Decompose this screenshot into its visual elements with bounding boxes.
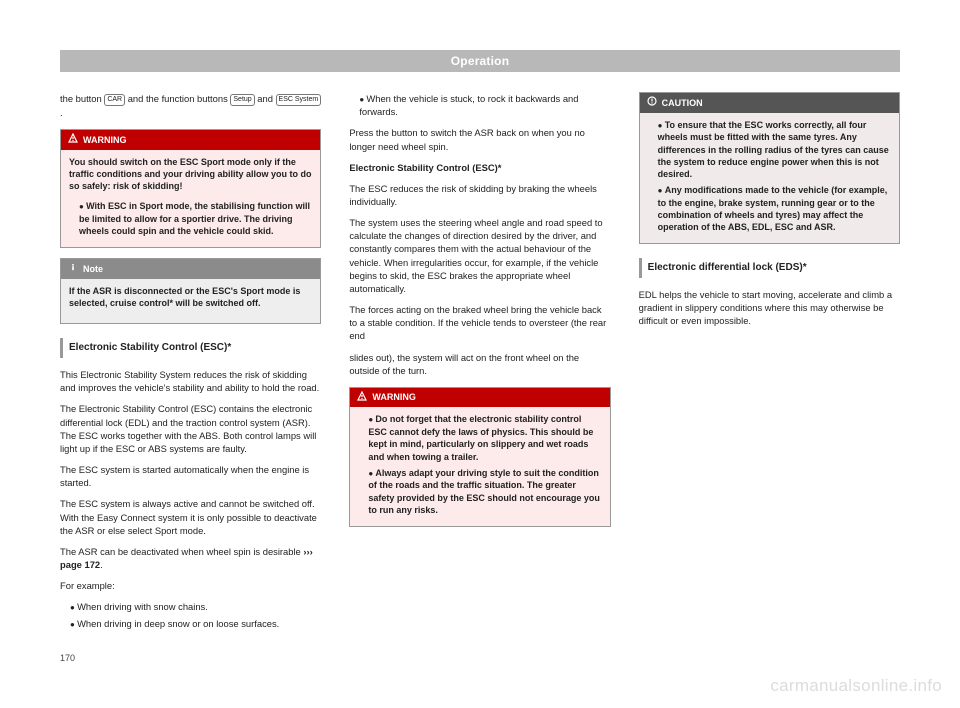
- caution-bullet: To ensure that the ESC works correctly, …: [658, 119, 891, 180]
- warning-body: Do not forget that the electronic stabil…: [350, 407, 609, 525]
- body-text: The ESC reduces the risk of skidding by …: [349, 182, 610, 208]
- body-text: The Electronic Stability Control (ESC) c…: [60, 402, 321, 455]
- note-box: Note If the ASR is disconnected or the E…: [60, 258, 321, 324]
- section-esc: Electronic Stability Control (ESC)*: [60, 338, 321, 358]
- text: The ASR can be deactivated when wheel sp…: [60, 546, 303, 557]
- content-columns: the button CAR and the function buttons …: [60, 92, 900, 652]
- body-text: For example:: [60, 579, 321, 592]
- note-header: Note: [61, 259, 320, 279]
- subheading: Electronic Stability Control (ESC)*: [349, 161, 610, 174]
- list-item: When the vehicle is stuck, to rock it ba…: [359, 92, 610, 118]
- manual-page: Operation the button CAR and the functio…: [0, 0, 960, 652]
- body-text: This Electronic Stability System reduces…: [60, 368, 321, 394]
- section-edl: Electronic differential lock (EDS)*: [639, 258, 900, 278]
- info-icon: [68, 262, 78, 276]
- watermark: carmanualsonline.info: [770, 676, 942, 696]
- warning-header: WARNING: [350, 388, 609, 408]
- warning-title: WARNING: [372, 391, 416, 404]
- esc-system-key: ESC System: [276, 94, 322, 106]
- caution-body: To ensure that the ESC works correctly, …: [640, 113, 899, 244]
- warning-body: You should switch on the ESC Sport mode …: [61, 150, 320, 248]
- body-text: The forces acting on the braked wheel br…: [349, 303, 610, 342]
- body-text: Press the button to switch the ASR back …: [349, 126, 610, 152]
- warning-box-2: WARNING Do not forget that the electroni…: [349, 387, 610, 527]
- text: the button: [60, 93, 104, 104]
- note-text: If the ASR is disconnected or the ESC's …: [69, 285, 312, 309]
- warning-title: WARNING: [83, 134, 127, 147]
- caution-header: CAUTION: [640, 93, 899, 113]
- caution-bullet: Any modifications made to the vehicle (f…: [658, 184, 891, 233]
- warning-bullet: Do not forget that the electronic stabil…: [368, 413, 601, 462]
- list-item: When driving in deep snow or on loose su…: [70, 617, 321, 630]
- note-title: Note: [83, 263, 103, 276]
- list-item: When driving with snow chains.: [70, 600, 321, 613]
- warning-bullet: With ESC in Sport mode, the stabilising …: [79, 200, 312, 237]
- body-text: The system uses the steering wheel angle…: [349, 216, 610, 295]
- caution-title: CAUTION: [662, 97, 703, 110]
- text: .: [100, 559, 103, 570]
- warning-header: WARNING: [61, 130, 320, 150]
- page-header: Operation: [60, 50, 900, 72]
- warning-bullet: Always adapt your driving style to suit …: [368, 467, 601, 516]
- page-number: 170: [60, 653, 75, 663]
- body-text: EDL helps the vehicle to start moving, a…: [639, 288, 900, 327]
- warning-triangle-icon: [357, 391, 367, 405]
- warning-text: You should switch on the ESC Sport mode …: [69, 156, 312, 192]
- note-body: If the ASR is disconnected or the ESC's …: [61, 279, 320, 323]
- warning-box-1: WARNING You should switch on the ESC Spo…: [60, 129, 321, 248]
- car-key: CAR: [104, 94, 125, 106]
- setup-key: Setup: [230, 94, 254, 106]
- subheading-text: Electronic Stability Control (ESC)*: [349, 162, 501, 173]
- body-text: The ASR can be deactivated when wheel sp…: [60, 545, 321, 571]
- text: and: [255, 93, 276, 104]
- caution-circle-icon: [647, 96, 657, 110]
- caution-box: CAUTION To ensure that the ESC works cor…: [639, 92, 900, 244]
- body-text: The ESC system is started automatically …: [60, 463, 321, 489]
- intro-paragraph: the button CAR and the function buttons …: [60, 92, 321, 119]
- body-text: slides out), the system will act on the …: [349, 351, 610, 377]
- text: .: [60, 107, 63, 118]
- text: and the function buttons: [125, 93, 230, 104]
- body-text: The ESC system is always active and cann…: [60, 497, 321, 536]
- warning-triangle-icon: [68, 133, 78, 147]
